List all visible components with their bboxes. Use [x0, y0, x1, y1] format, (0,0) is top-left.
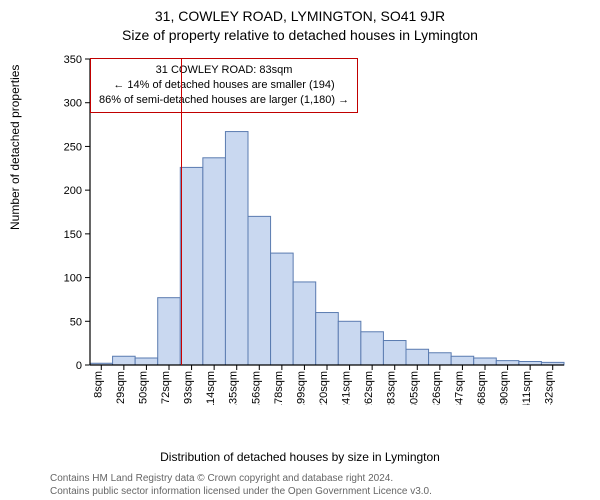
svg-text:200: 200: [64, 185, 82, 197]
x-tick-label: 72sqm: [160, 371, 172, 404]
y-axis-label: Number of detached properties: [8, 65, 22, 230]
x-tick-label: 241sqm: [341, 371, 353, 405]
histogram-bar: [203, 158, 226, 365]
annotation-line3: 86% of semi-detached houses are larger (…: [99, 93, 349, 108]
x-tick-label: 390sqm: [499, 371, 511, 405]
histogram-bar: [293, 282, 316, 365]
histogram-bar: [316, 313, 339, 365]
marker-vertical-line: [181, 59, 182, 365]
svg-text:250: 250: [64, 141, 82, 153]
annotation-line1: 31 COWLEY ROAD: 83sqm: [99, 63, 349, 78]
histogram-bar: [113, 356, 136, 365]
x-tick-label: 220sqm: [318, 371, 330, 405]
x-tick-label: 135sqm: [228, 371, 240, 405]
x-tick-label: 305sqm: [408, 371, 420, 405]
svg-text:0: 0: [76, 360, 82, 372]
x-tick-label: 411sqm: [521, 371, 533, 405]
histogram-bar: [451, 356, 474, 365]
x-tick-label: 114sqm: [205, 371, 217, 405]
histogram-bar: [248, 216, 271, 365]
histogram-bar: [135, 358, 158, 365]
histogram-bar: [361, 332, 384, 365]
x-tick-label: 432sqm: [544, 371, 556, 405]
footer-line2: Contains public sector information licen…: [50, 486, 432, 499]
histogram-bar: [496, 361, 519, 365]
x-tick-label: 283sqm: [386, 371, 398, 405]
histogram-bar: [225, 132, 248, 365]
histogram-bar: [338, 321, 361, 365]
x-tick-label: 347sqm: [453, 371, 465, 405]
x-tick-label: 178sqm: [273, 371, 285, 405]
histogram-bar: [474, 358, 497, 365]
histogram-bar: [429, 353, 452, 365]
page-subtitle: Size of property relative to detached ho…: [0, 24, 600, 43]
annotation-callout: 31 COWLEY ROAD: 83sqm ← 14% of detached …: [90, 58, 358, 113]
histogram-bar: [271, 253, 294, 365]
histogram-bar: [158, 298, 181, 365]
x-tick-label: 93sqm: [183, 371, 195, 404]
svg-text:150: 150: [64, 229, 82, 241]
histogram-bar: [180, 167, 203, 365]
x-tick-label: 29sqm: [115, 371, 127, 404]
svg-text:100: 100: [64, 273, 82, 285]
x-tick-label: 199sqm: [295, 371, 307, 405]
x-axis-label: Distribution of detached houses by size …: [0, 450, 600, 464]
histogram-bar: [406, 349, 429, 365]
svg-text:50: 50: [70, 316, 82, 328]
x-tick-label: 326sqm: [431, 371, 443, 405]
x-tick-label: 156sqm: [250, 371, 262, 405]
x-tick-label: 8sqm: [92, 371, 104, 398]
footer-line1: Contains HM Land Registry data © Crown c…: [50, 473, 432, 486]
svg-text:350: 350: [64, 55, 82, 66]
x-tick-label: 262sqm: [363, 371, 375, 405]
page-title-address: 31, COWLEY ROAD, LYMINGTON, SO41 9JR: [0, 0, 600, 24]
x-tick-label: 368sqm: [476, 371, 488, 405]
histogram-bar: [383, 341, 406, 365]
annotation-line2: ← 14% of detached houses are smaller (19…: [99, 78, 349, 93]
svg-text:300: 300: [64, 98, 82, 110]
footer-attribution: Contains HM Land Registry data © Crown c…: [50, 473, 432, 498]
x-tick-label: 50sqm: [137, 371, 149, 404]
